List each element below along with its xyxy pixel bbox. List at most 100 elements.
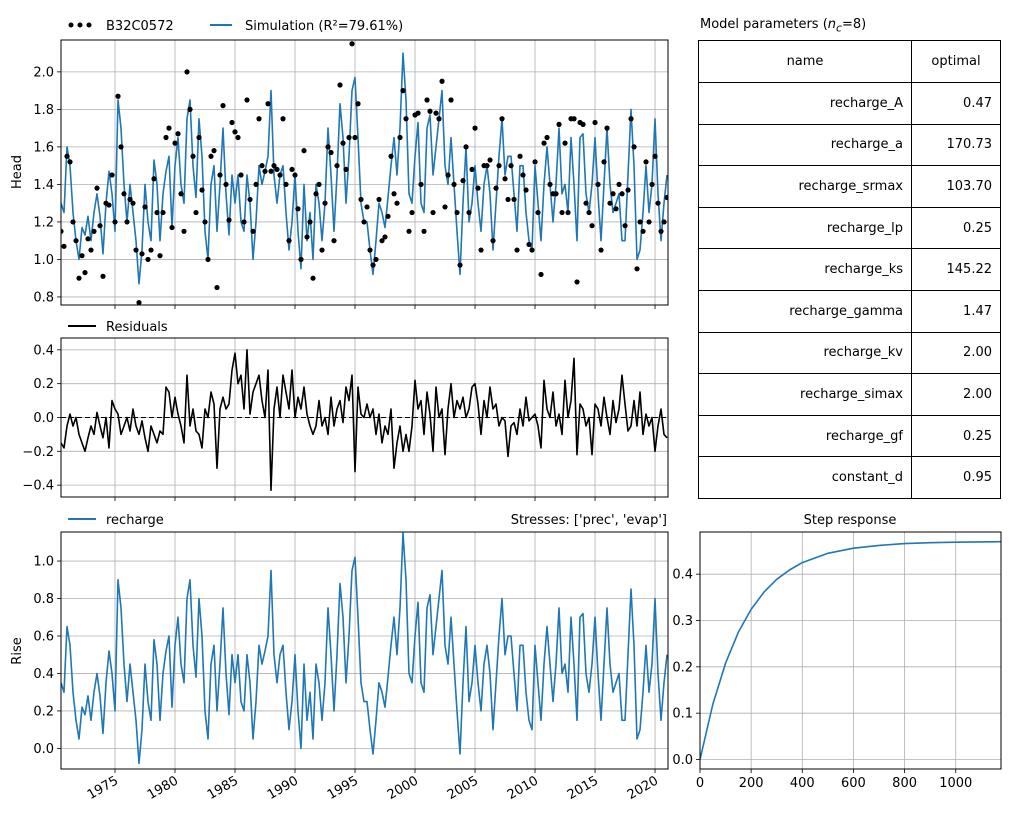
observation-point — [634, 266, 640, 272]
observation-point — [424, 97, 430, 103]
x-tick-label: 1995 — [325, 773, 361, 803]
axes-frame — [60, 39, 669, 306]
y-tick-label: −0.4 — [22, 479, 54, 494]
observation-point — [664, 194, 668, 201]
observation-point — [73, 238, 79, 244]
observation-point — [211, 148, 217, 154]
observation-point — [262, 168, 268, 174]
observation-point — [553, 191, 559, 197]
param-name: constant_d — [698, 456, 912, 499]
observation-point — [85, 236, 91, 242]
observation-point — [130, 200, 136, 206]
residuals-legend: Residuals — [68, 320, 168, 335]
recharge-panel: 1975 1980 1985 1990 1995 2000 2005 2010 2015 2020… — [33, 531, 669, 803]
x-tick-label: 1980 — [145, 773, 181, 803]
observation-point — [631, 144, 637, 150]
observation-point — [163, 134, 169, 141]
observation-point — [241, 219, 247, 225]
observation-point — [325, 144, 331, 150]
param-name: recharge_a — [698, 123, 912, 167]
y-tick-label: 0.1 — [672, 707, 693, 722]
recharge-legend: recharge — [68, 513, 164, 528]
observation-point — [613, 206, 619, 212]
y-tick-label: 1.8 — [33, 103, 54, 118]
step-response-line — [700, 540, 1001, 760]
residuals-line — [61, 348, 668, 492]
observation-point — [616, 181, 622, 188]
observation-point — [61, 228, 64, 234]
legend-observations-label: B32C0572 — [106, 19, 174, 34]
y-tick-label: −0.2 — [22, 445, 54, 460]
table-row: constant_d 0.95 — [698, 456, 1001, 499]
observation-point — [184, 69, 190, 75]
observation-point — [385, 213, 391, 219]
y-tick-label: 0.4 — [33, 667, 54, 682]
observation-point — [187, 106, 193, 112]
observation-point — [571, 116, 577, 122]
observation-point — [661, 219, 667, 225]
param-name: recharge_gf — [698, 414, 912, 458]
observation-point — [436, 116, 442, 122]
observation-point — [427, 108, 433, 114]
observation-point — [409, 209, 415, 216]
observation-point — [499, 116, 505, 122]
observation-point — [277, 172, 283, 178]
observation-point — [538, 271, 544, 278]
observation-point — [70, 219, 76, 225]
title-suffix: =8) — [842, 17, 867, 32]
rise-ylabel: Rise — [10, 637, 25, 664]
x-tick-label: 2015 — [565, 773, 601, 803]
x-tick-label: 1000 — [939, 776, 972, 791]
y-tick-label: 0.4 — [33, 343, 54, 358]
observation-point — [322, 200, 328, 206]
table-row: recharge_kv 2.00 — [698, 331, 1001, 375]
observation-point — [253, 181, 259, 188]
observation-point — [370, 262, 376, 268]
observation-point — [148, 247, 154, 253]
x-tick-label: 1985 — [205, 773, 241, 803]
observation-point — [532, 159, 538, 165]
observation-point — [655, 200, 661, 206]
observation-point — [628, 116, 634, 122]
observation-point — [406, 228, 412, 234]
observation-point — [496, 163, 502, 169]
observation-point — [97, 223, 103, 229]
y-tick-label: 0.0 — [33, 742, 54, 757]
x-tick-label: 200 — [739, 776, 764, 791]
observation-point — [79, 253, 85, 259]
param-value: 0.47 — [911, 82, 1001, 125]
observation-point — [349, 41, 355, 47]
observation-point — [625, 187, 631, 193]
observation-point — [145, 256, 151, 263]
table-row: recharge_gamma 1.47 — [698, 289, 1001, 333]
observation-point — [514, 247, 520, 253]
observation-point — [463, 144, 469, 150]
legend-residuals-label: Residuals — [106, 320, 168, 335]
head-ylabel: Head — [10, 155, 25, 189]
observation-point — [283, 181, 289, 188]
recharge-line — [61, 532, 668, 765]
observation-point — [418, 181, 424, 188]
observation-point — [394, 200, 400, 206]
observation-point — [160, 209, 166, 216]
observation-point — [556, 121, 562, 127]
observation-point — [154, 209, 160, 216]
observation-point — [199, 187, 205, 193]
param-name: recharge_srmax — [698, 165, 912, 208]
table-header-row: name optimal — [698, 40, 1001, 83]
observation-point — [346, 134, 352, 141]
observation-point — [520, 172, 526, 178]
model-parameters-title: Model parameters (nc=8) — [700, 17, 866, 35]
observation-point — [67, 159, 73, 165]
observation-point — [358, 196, 364, 203]
observation-point — [466, 209, 472, 216]
observation-point — [502, 176, 508, 182]
observation-point — [562, 140, 568, 146]
param-value: 103.70 — [911, 165, 1001, 208]
observation-point — [523, 187, 529, 193]
observation-point — [547, 181, 553, 188]
table-row: recharge_a 170.73 — [698, 123, 1001, 167]
x-tick-label: 2020 — [625, 773, 661, 803]
title-var: n — [827, 17, 837, 32]
observation-point — [535, 209, 541, 216]
